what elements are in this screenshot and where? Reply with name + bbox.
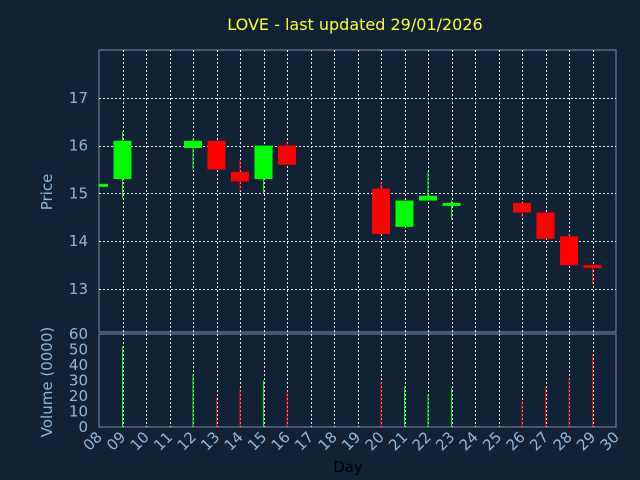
price-tick-label: 14: [69, 232, 88, 250]
day-tick-label: 19: [338, 428, 364, 454]
day-tick-label: 16: [268, 428, 294, 454]
day-tick-label: 28: [550, 428, 576, 454]
day-axis-ticks: 0809101112131415161718192021222324252627…: [80, 428, 623, 454]
day-tick-label: 21: [385, 428, 411, 454]
day-axis-label: Day: [333, 458, 363, 476]
candle-body: [536, 212, 555, 239]
day-tick-label: 27: [526, 428, 552, 454]
volume-bars: [122, 346, 593, 427]
price-tick-label: 16: [69, 137, 88, 155]
candle-body: [278, 145, 296, 165]
price-axis-ticks: 13 14 15 16 17: [69, 89, 88, 298]
day-tick-label: 29: [573, 428, 599, 454]
day-tick-label: 20: [362, 428, 388, 454]
candle-body: [395, 200, 414, 227]
candle-body: [99, 183, 108, 187]
volume-plot-area: [98, 333, 617, 428]
volume-tick-label: 20: [69, 387, 88, 405]
candle-body: [207, 140, 226, 170]
day-tick-label: 25: [479, 428, 505, 454]
candle-body: [560, 236, 578, 266]
price-plot-area: [98, 49, 617, 333]
day-tick-label: 30: [597, 428, 623, 454]
day-tick-label: 26: [503, 428, 529, 454]
day-tick-label: 09: [103, 428, 129, 454]
volume-axis-label: Volume (0000): [38, 327, 56, 437]
chart-title: LOVE - last updated 29/01/2026: [227, 15, 482, 34]
candle-body: [513, 202, 531, 213]
volume-tick-label: 60: [69, 325, 88, 343]
candle-body: [231, 171, 249, 182]
volume-tick-label: 0: [78, 418, 88, 436]
day-tick-label: 13: [197, 428, 223, 454]
day-tick-label: 22: [409, 428, 435, 454]
volume-tick-label: 50: [69, 341, 88, 359]
day-tick-label: 12: [174, 428, 200, 454]
volume-tick-label: 10: [69, 403, 88, 421]
candle-body: [113, 140, 132, 180]
day-tick-label: 17: [291, 428, 317, 454]
candle-body: [184, 140, 202, 148]
day-tick-label: 23: [432, 428, 458, 454]
volume-tick-label: 30: [69, 372, 88, 390]
candle-body: [419, 195, 437, 201]
day-tick-label: 14: [221, 428, 247, 454]
candles: [98, 131, 602, 285]
candle-body: [442, 202, 461, 206]
candle-body: [254, 145, 273, 180]
candle-body: [583, 265, 602, 269]
candle-body: [372, 188, 390, 235]
day-tick-label: 11: [150, 428, 176, 454]
day-tick-label: 10: [127, 428, 153, 454]
day-tick-label: 15: [244, 428, 270, 454]
price-tick-label: 15: [69, 184, 88, 202]
volume-tick-label: 40: [69, 356, 88, 374]
day-tick-label: 18: [315, 428, 341, 454]
price-axis-label: Price: [38, 174, 56, 211]
price-tick-label: 13: [69, 280, 88, 298]
day-tick-label: 24: [456, 428, 482, 454]
price-tick-label: 17: [69, 89, 88, 107]
